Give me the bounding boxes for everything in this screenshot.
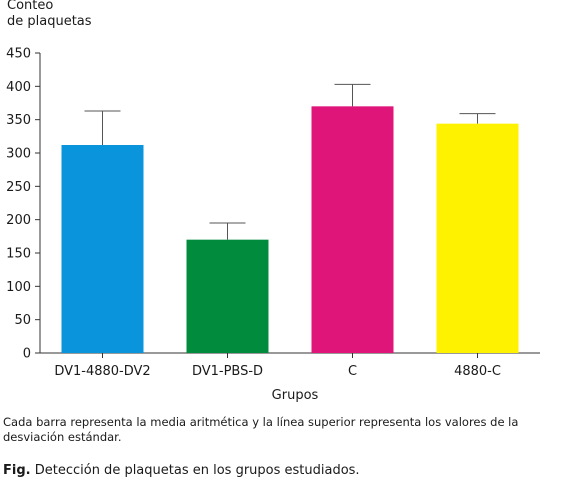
y-tick-label: 0 xyxy=(23,347,31,362)
y-tick-label: 400 xyxy=(6,80,31,95)
y-tick-label: 300 xyxy=(6,147,31,162)
x-axis-title: Grupos xyxy=(272,388,319,403)
y-tick-label: 350 xyxy=(6,113,31,128)
y-tick-label: 150 xyxy=(6,247,31,262)
figure-caption: Fig. Detección de plaquetas en los grupo… xyxy=(3,462,563,480)
chart-note: Cada barra representa la media aritmétic… xyxy=(3,415,519,444)
y-tick-label: 250 xyxy=(6,180,31,195)
x-tick-label: 4880-C xyxy=(454,364,501,379)
x-tick-label: DV1-4880-DV2 xyxy=(54,364,150,379)
x-tick-label: C xyxy=(348,364,357,379)
caption-text: Detección de plaquetas en los grupos est… xyxy=(30,463,360,478)
bar xyxy=(311,106,394,353)
bar xyxy=(186,239,269,353)
y-tick-label: 100 xyxy=(6,280,31,295)
y-axis-title: Conteo de plaquetas xyxy=(7,0,92,29)
bar xyxy=(61,145,144,353)
bar xyxy=(436,123,519,354)
y-tick-label: 50 xyxy=(14,313,31,328)
caption-label: Fig. xyxy=(3,463,31,478)
bar-chart: 0 50 100 150 200 250 300 350 400 450 DV1-4880-DV2 D… xyxy=(6,47,540,403)
x-tick-label: DV1-PBS-D xyxy=(192,364,263,379)
y-tick-label: 450 xyxy=(6,47,31,62)
y-tick-label: 200 xyxy=(6,213,31,228)
